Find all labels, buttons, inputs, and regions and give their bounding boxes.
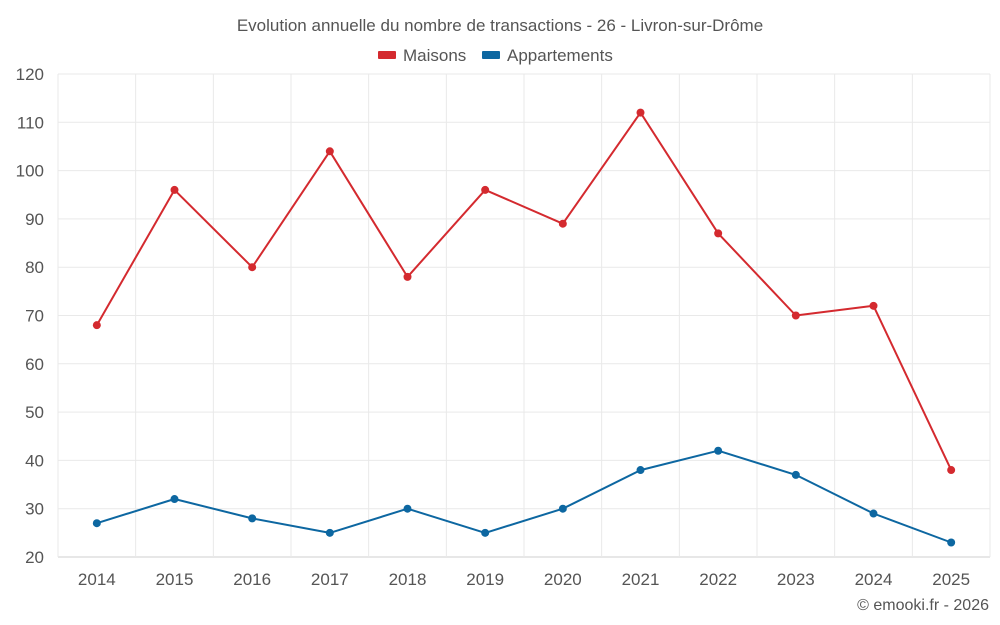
legend-swatch-appartements xyxy=(482,51,500,59)
x-tick-label-2017: 2017 xyxy=(311,570,349,589)
x-tick-label-2014: 2014 xyxy=(78,570,116,589)
data-point-maisons-2018[interactable] xyxy=(403,272,412,281)
series xyxy=(92,108,956,547)
y-tick-label: 20 xyxy=(25,548,44,567)
chart-title: Evolution annuelle du nombre de transact… xyxy=(237,16,763,35)
data-point-appartements-2016[interactable] xyxy=(248,514,257,523)
data-point-appartements-2025[interactable] xyxy=(947,538,956,547)
y-tick-label: 30 xyxy=(25,500,44,519)
legend: Maisons Appartements xyxy=(378,46,613,65)
legend-swatch-maisons xyxy=(378,51,396,59)
data-point-appartements-2023[interactable] xyxy=(791,470,800,479)
x-tick-label-2020: 2020 xyxy=(544,570,582,589)
x-tick-label-2021: 2021 xyxy=(622,570,660,589)
data-point-maisons-2023[interactable] xyxy=(791,311,800,320)
legend-label-appartements[interactable]: Appartements xyxy=(507,46,613,65)
data-point-appartements-2024[interactable] xyxy=(869,509,878,518)
series-line-maisons[interactable] xyxy=(95,111,953,471)
data-point-maisons-2014[interactable] xyxy=(92,321,101,330)
y-tick-label: 70 xyxy=(25,307,44,326)
y-tick-label: 100 xyxy=(16,162,44,181)
legend-label-maisons[interactable]: Maisons xyxy=(403,46,466,65)
y-axis-ticks: 20 30 40 50 60 70 80 90 100 110 120 xyxy=(16,65,44,567)
data-point-appartements-2015[interactable] xyxy=(170,495,179,504)
x-tick-label-2019: 2019 xyxy=(466,570,504,589)
data-point-maisons-2021[interactable] xyxy=(636,108,645,117)
x-tick-label-2016: 2016 xyxy=(233,570,271,589)
data-point-appartements-2014[interactable] xyxy=(92,519,101,528)
series-line-appartements[interactable] xyxy=(96,449,952,544)
y-tick-label: 90 xyxy=(25,210,44,229)
data-point-appartements-2018[interactable] xyxy=(403,504,412,513)
y-tick-label: 80 xyxy=(25,258,44,277)
data-point-appartements-2017[interactable] xyxy=(325,528,334,537)
data-point-appartements-2021[interactable] xyxy=(636,466,645,475)
grid xyxy=(57,73,991,558)
data-point-maisons-2017[interactable] xyxy=(325,147,334,156)
data-point-maisons-2025[interactable] xyxy=(947,466,956,475)
data-point-maisons-2022[interactable] xyxy=(714,229,723,238)
y-tick-label: 120 xyxy=(16,65,44,84)
data-point-maisons-2024[interactable] xyxy=(869,301,878,310)
x-tick-label-2025: 2025 xyxy=(932,570,970,589)
credit-text: © emooki.fr - 2026 xyxy=(857,597,989,614)
y-tick-label: 50 xyxy=(25,403,44,422)
y-tick-label: 110 xyxy=(17,113,44,132)
data-point-appartements-2019[interactable] xyxy=(481,528,490,537)
data-point-maisons-2020[interactable] xyxy=(558,219,567,228)
x-tick-label-2023: 2023 xyxy=(777,570,815,589)
data-point-appartements-2022[interactable] xyxy=(714,446,723,455)
y-tick-label: 60 xyxy=(25,355,44,374)
x-tick-label-2022: 2022 xyxy=(699,570,737,589)
x-axis-ticks: 2014 2015 2016 2017 2018 2019 2020 2021 2022 2023… xyxy=(78,570,970,589)
data-point-maisons-2019[interactable] xyxy=(481,185,490,194)
x-tick-label-2015: 2015 xyxy=(156,570,194,589)
data-point-maisons-2016[interactable] xyxy=(248,263,257,272)
data-point-maisons-2015[interactable] xyxy=(170,185,179,194)
x-tick-label-2018: 2018 xyxy=(389,570,427,589)
data-point-appartements-2020[interactable] xyxy=(558,504,567,513)
x-tick-label-2024: 2024 xyxy=(855,570,893,589)
y-tick-label: 40 xyxy=(25,451,44,470)
